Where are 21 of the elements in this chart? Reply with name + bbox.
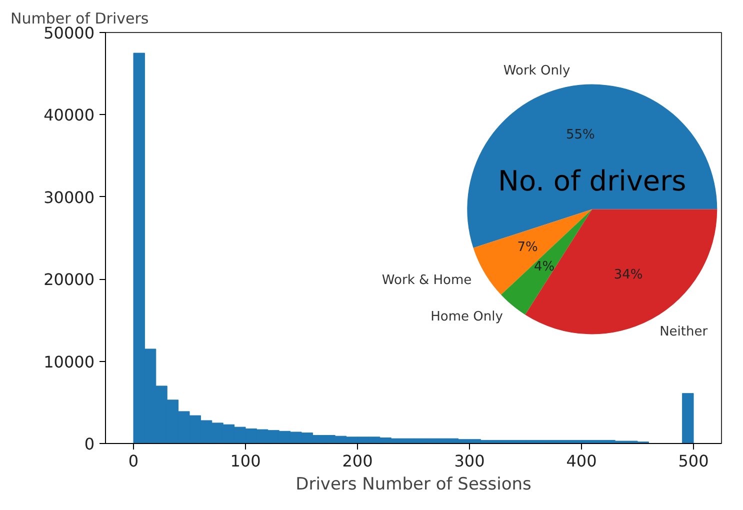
x-axis-title: Drivers Number of Sessions bbox=[296, 474, 532, 494]
data-label: 34% bbox=[614, 267, 643, 282]
y-tick-label: 40000 bbox=[44, 106, 95, 125]
y-tick-label: 0 bbox=[84, 434, 95, 454]
data-label: 4% bbox=[534, 260, 555, 275]
slice-label: Work Only bbox=[503, 63, 571, 78]
slice-label: Neither bbox=[660, 324, 708, 340]
slice-label: Work & Home bbox=[382, 272, 472, 288]
x-tick-label: 100 bbox=[230, 452, 261, 470]
y-tick-label: 20000 bbox=[44, 270, 95, 290]
x-tick-label: 400 bbox=[566, 452, 597, 470]
y-tick-label: 30000 bbox=[44, 188, 95, 207]
data-label: 7% bbox=[517, 240, 538, 255]
x-tick-label: 300 bbox=[454, 452, 485, 470]
data-label: 55% bbox=[566, 128, 595, 143]
slice-label: Home Only bbox=[430, 310, 504, 325]
x-tick-label: 0 bbox=[128, 452, 139, 470]
x-tick-label: 500 bbox=[678, 452, 709, 470]
x-tick-label: 200 bbox=[342, 452, 373, 470]
y-tick-label: 10000 bbox=[44, 352, 95, 372]
text: No. of drivers bbox=[498, 164, 686, 198]
